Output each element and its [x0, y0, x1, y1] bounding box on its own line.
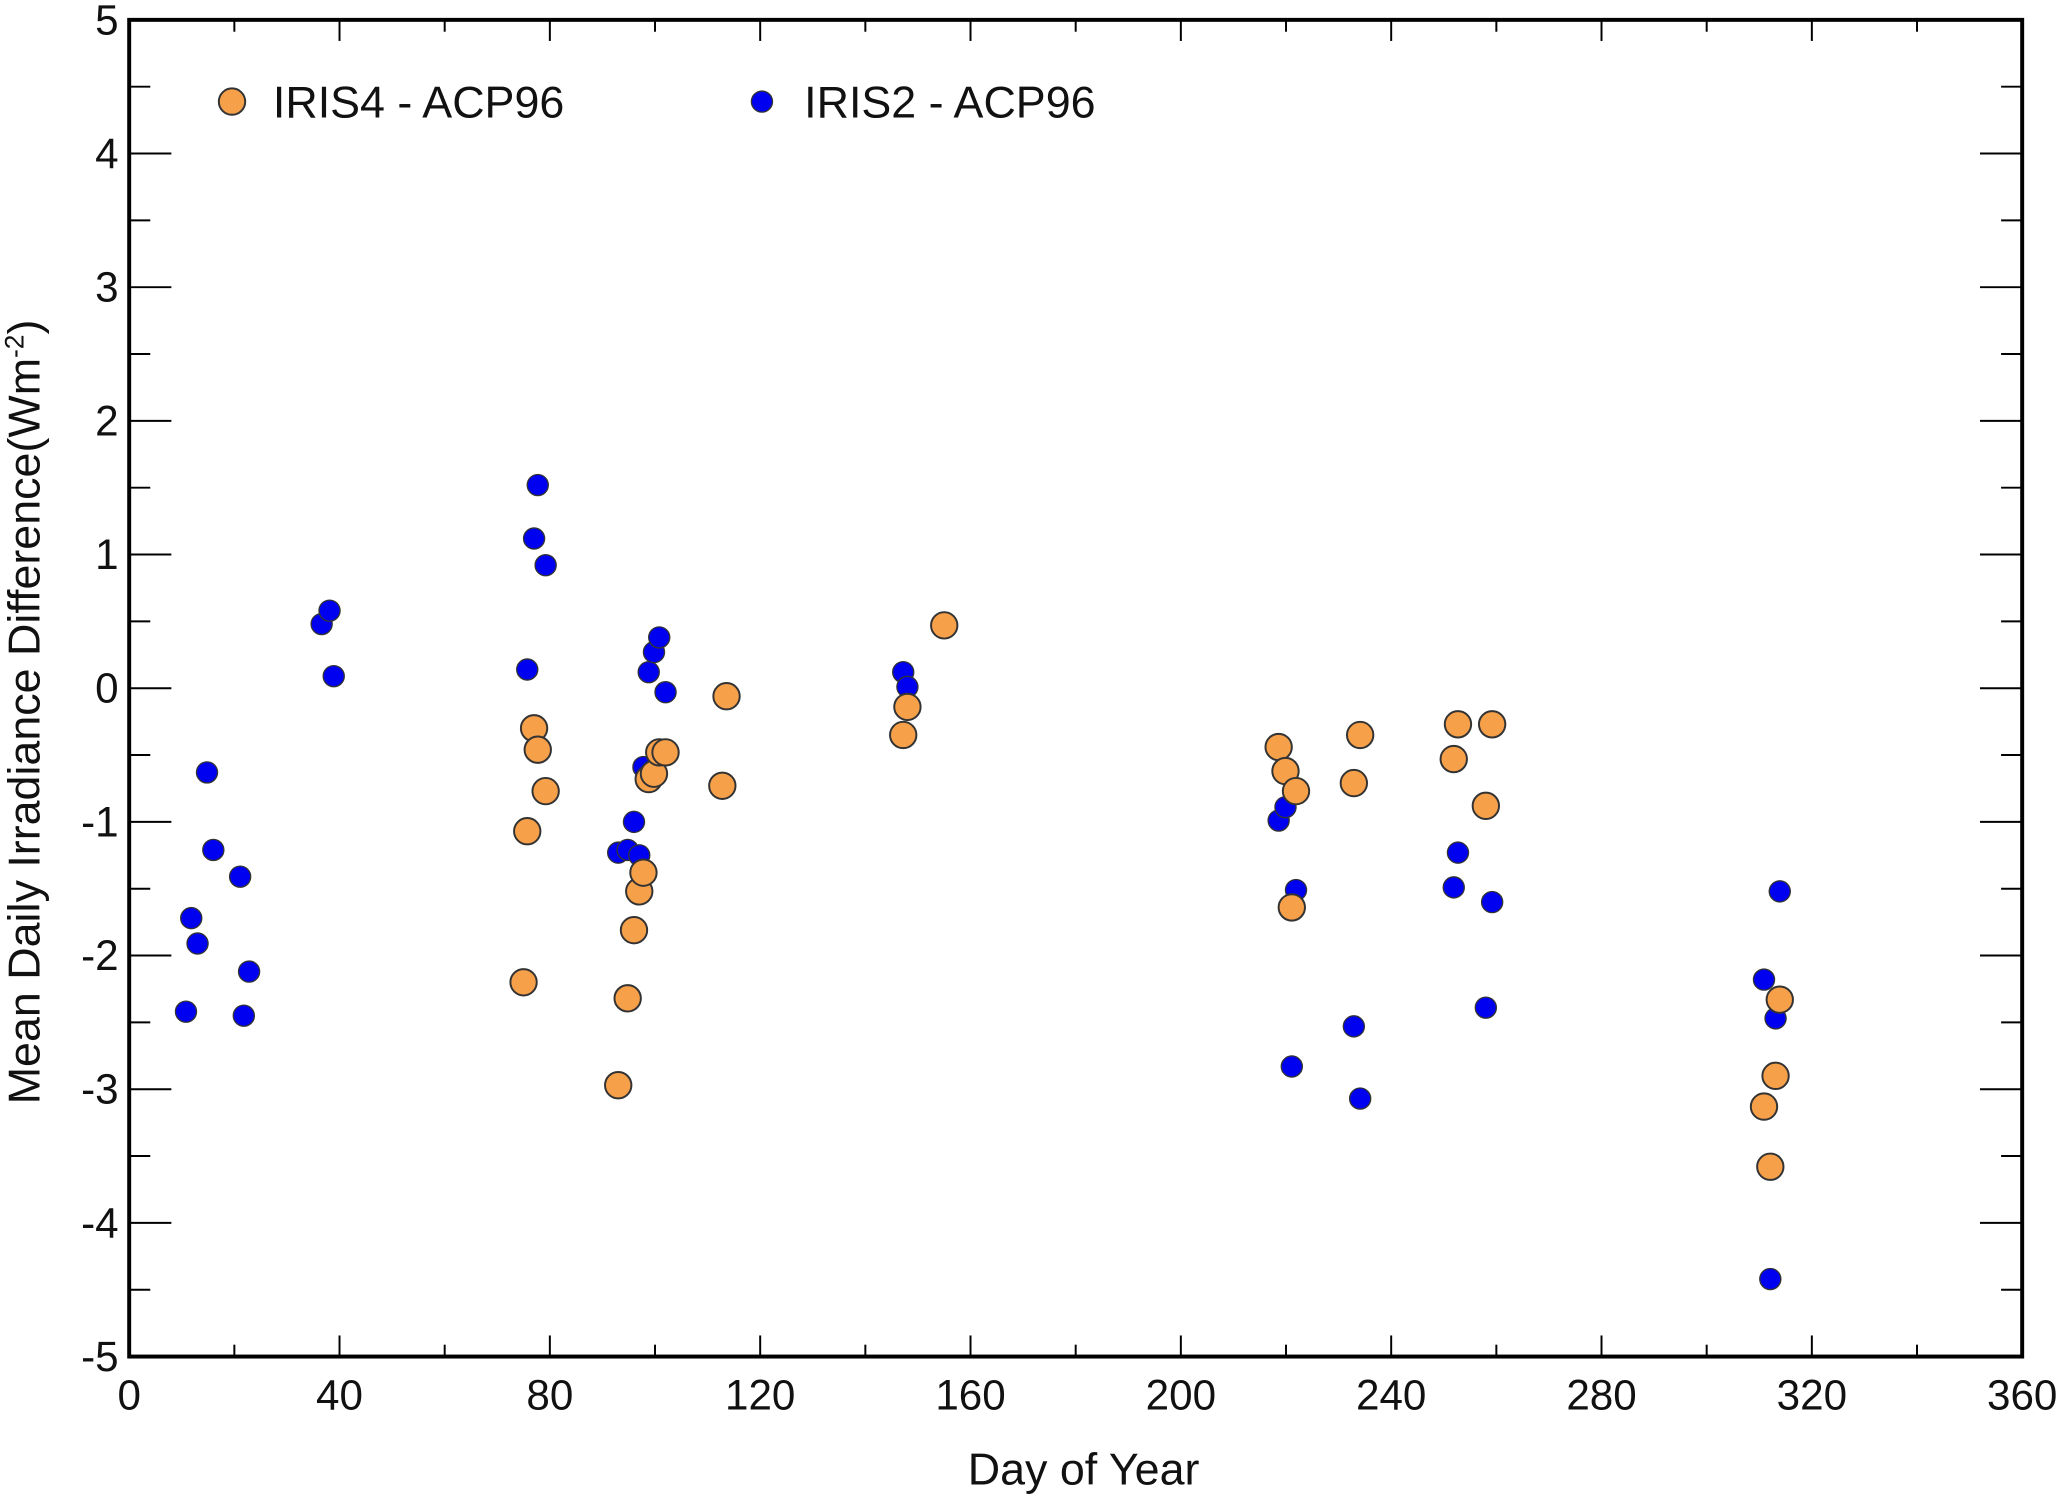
- data-point-iris4: [604, 1071, 633, 1100]
- data-point-iris4: [1756, 1152, 1785, 1181]
- legend-label-iris4: IRIS4 - ACP96: [273, 77, 564, 127]
- x-tick-label: 0: [117, 1371, 140, 1418]
- data-point-iris2: [516, 658, 539, 681]
- data-point-iris2: [637, 660, 660, 684]
- x-tick-labels: 0 40 80 120 160 200 240 280 320 360: [117, 1371, 2057, 1418]
- legend-marker-iris2: [750, 90, 774, 113]
- data-point-iris2: [180, 906, 203, 930]
- plot-frame: [127, 17, 2025, 1359]
- data-point-iris4: [889, 720, 918, 750]
- data-point-iris4: [930, 611, 959, 640]
- data-point-iris2: [1442, 876, 1465, 899]
- data-point-iris2: [228, 865, 252, 888]
- x-tick-label: 200: [1146, 1371, 1216, 1418]
- data-point-iris2: [195, 761, 219, 784]
- data-point-iris2: [1474, 996, 1498, 1019]
- data-point-iris4: [1264, 732, 1293, 762]
- data-point-iris2: [174, 1000, 198, 1023]
- legend: IRIS4 - ACP96 IRIS2 - ACP96: [217, 77, 1096, 127]
- y-tick-label: -1: [81, 798, 118, 845]
- data-point-iris2: [526, 473, 549, 497]
- data-point-iris2: [322, 664, 345, 688]
- data-point-iris4: [1281, 776, 1311, 806]
- data-point-iris4: [629, 858, 658, 887]
- data-point-iris4: [1765, 985, 1794, 1014]
- y-tick-label: 0: [95, 665, 118, 712]
- x-tick-label: 320: [1777, 1371, 1847, 1418]
- data-point-iris4: [1749, 1092, 1779, 1121]
- data-point-iris4: [1345, 720, 1375, 750]
- x-tick-label: 40: [316, 1371, 363, 1418]
- x-tick-label: 240: [1356, 1371, 1426, 1418]
- data-point-iris2: [186, 932, 209, 955]
- data-point-iris4: [531, 776, 560, 806]
- data-point-iris2: [1752, 968, 1776, 991]
- data-point-iris4: [1477, 710, 1507, 739]
- x-tick-label: 120: [725, 1371, 795, 1418]
- y-tick-label: -4: [81, 1199, 118, 1246]
- data-point-iris4: [509, 968, 538, 997]
- data-point-iris2: [522, 527, 546, 550]
- data-point-iris4: [1277, 893, 1306, 922]
- data-point-iris2: [232, 1004, 256, 1027]
- x-tick-label: 160: [935, 1371, 1005, 1418]
- legend-label-iris2: IRIS2 - ACP96: [804, 77, 1095, 127]
- data-point-iris4: [712, 682, 741, 711]
- x-axis-title: Day of Year: [968, 1444, 1200, 1494]
- data-point-iris4: [613, 984, 642, 1013]
- data-point-iris4: [1439, 744, 1468, 774]
- y-tick-label: 3: [95, 264, 118, 311]
- data-point-iris2: [1446, 841, 1470, 864]
- y-tick-labels: -5 -4 -3 -2 -1 0 1 2 3 4 5: [81, 0, 118, 1380]
- data-points: [174, 473, 1794, 1291]
- data-point-iris2: [648, 626, 671, 649]
- data-point-iris2: [534, 554, 557, 577]
- data-point-iris2: [237, 960, 261, 983]
- data-point-iris4: [1443, 710, 1473, 739]
- x-tick-label: 80: [526, 1371, 573, 1418]
- data-point-iris4: [708, 771, 737, 800]
- data-point-iris2: [202, 838, 225, 862]
- data-point-iris2: [1348, 1087, 1372, 1110]
- data-point-iris4: [893, 692, 922, 722]
- data-point-iris4: [1339, 768, 1369, 798]
- y-tick-label: 1: [95, 531, 118, 578]
- data-point-iris2: [622, 810, 646, 834]
- data-point-iris2: [1280, 1055, 1304, 1078]
- y-tick-label: -3: [81, 1066, 118, 1113]
- y-tick-label: -2: [81, 932, 118, 979]
- y-tick-label: -5: [81, 1333, 118, 1380]
- data-point-iris4: [1761, 1061, 1790, 1091]
- data-point-iris4: [523, 735, 552, 764]
- data-point-iris2: [1342, 1015, 1366, 1038]
- y-tick-label: 5: [95, 0, 118, 43]
- data-point-iris4: [619, 915, 649, 945]
- data-point-iris2: [1480, 890, 1504, 914]
- y-tick-label: 2: [95, 397, 118, 444]
- y-tick-label: 4: [95, 130, 118, 177]
- data-point-iris2: [318, 599, 341, 622]
- data-point-iris4: [1471, 791, 1501, 821]
- x-tick-label: 280: [1566, 1371, 1636, 1418]
- legend-marker-iris4: [217, 87, 247, 116]
- data-point-iris2: [1768, 880, 1791, 903]
- data-point-iris2: [654, 681, 677, 704]
- axis-ticks: [128, 18, 2024, 1358]
- data-point-iris4: [513, 817, 542, 846]
- y-axis-title: Mean Daily Irradiance Difference(Wm-2): [0, 320, 50, 1105]
- x-tick-label: 360: [1987, 1371, 2057, 1418]
- data-point-iris2: [1759, 1267, 1782, 1291]
- data-point-iris4: [651, 738, 680, 767]
